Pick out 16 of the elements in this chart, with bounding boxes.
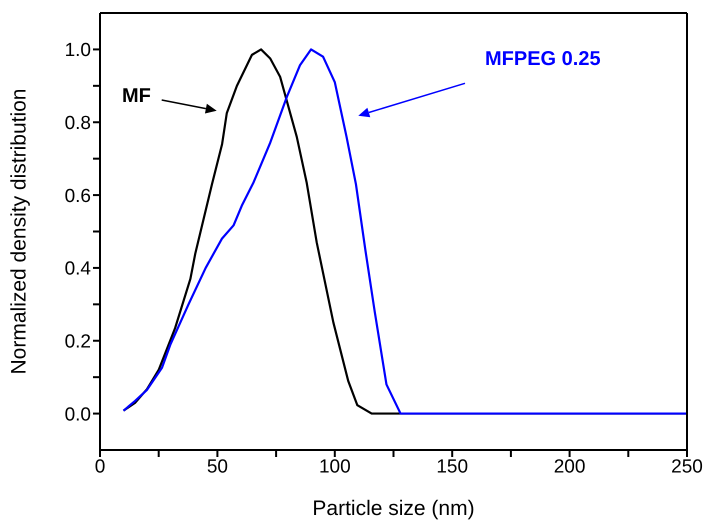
- x-tick-label: 150: [436, 456, 468, 478]
- annotation: MFPEG 0.25: [485, 48, 601, 70]
- y-tick-label: 0.2: [64, 331, 91, 352]
- x-tick-label: 50: [206, 456, 228, 478]
- y-tick-label: 0.4: [64, 258, 92, 280]
- x-tick-label: 250: [671, 456, 703, 478]
- y-axis-title: Normalized density distribution: [7, 88, 30, 374]
- annotation: MF: [122, 85, 151, 107]
- y-tick-label: 0.0: [64, 404, 91, 426]
- y-tick-label: 0.6: [64, 186, 91, 207]
- x-tick-label: 200: [554, 456, 586, 478]
- x-axis-title: Particle size (nm): [312, 497, 475, 520]
- x-tick-label: 0: [94, 456, 106, 478]
- y-tick-label: 1.0: [64, 40, 91, 62]
- x-tick-label: 100: [318, 456, 351, 478]
- y-tick-label: 0.8: [64, 112, 91, 134]
